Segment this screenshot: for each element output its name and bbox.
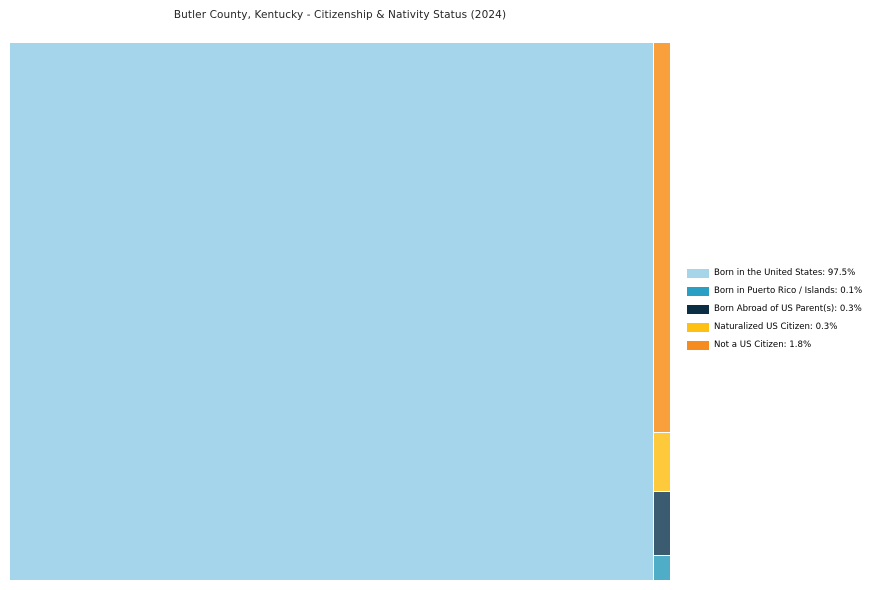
legend-swatch-icon (687, 268, 709, 278)
legend-item-naturalized-us-citizen[interactable]: Naturalized US Citizen: 0.3% (687, 318, 882, 336)
legend-swatch-icon (687, 340, 709, 350)
legend-item-born-abroad-of-us-parents[interactable]: Born Abroad of US Parent(s): 0.3% (687, 300, 882, 318)
legend-item-label: Born Abroad of US Parent(s): 0.3% (714, 303, 862, 314)
legend-item-born-in-puerto-rico-islands[interactable]: Born in Puerto Rico / Islands: 0.1% (687, 282, 882, 300)
chart-legend: Born in the United States: 97.5% Born in… (687, 264, 882, 354)
treemap-plot-area (10, 43, 670, 580)
legend-item-label: Born in the United States: 97.5% (714, 267, 856, 278)
legend-swatch-icon (687, 322, 709, 332)
legend-item-label: Not a US Citizen: 1.8% (714, 339, 812, 350)
legend-item-not-a-us-citizen[interactable]: Not a US Citizen: 1.8% (687, 336, 882, 354)
treemap-tile-naturalized-us-citizen[interactable] (654, 433, 670, 491)
treemap-tile-born-in-the-united-states[interactable] (10, 43, 653, 580)
legend-item-label: Naturalized US Citizen: 0.3% (714, 321, 838, 332)
legend-item-born-in-the-united-states[interactable]: Born in the United States: 97.5% (687, 264, 882, 282)
treemap-tile-born-abroad-of-us-parents[interactable] (654, 492, 670, 555)
legend-swatch-icon (687, 286, 709, 296)
legend-item-label: Born in Puerto Rico / Islands: 0.1% (714, 285, 863, 296)
chart-title: Butler County, Kentucky - Citizenship & … (173, 9, 507, 21)
legend-swatch-icon (687, 304, 709, 314)
treemap-tile-born-in-puerto-rico-islands[interactable] (654, 556, 670, 580)
treemap-tile-not-a-us-citizen[interactable] (654, 43, 670, 432)
